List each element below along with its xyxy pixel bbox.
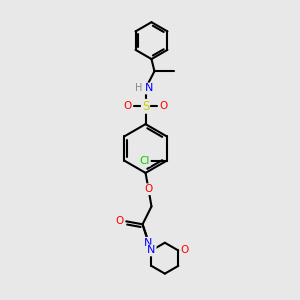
Text: S: S <box>142 100 149 113</box>
Text: O: O <box>159 101 167 111</box>
Text: O: O <box>181 245 189 256</box>
Text: N: N <box>147 245 156 256</box>
Text: N: N <box>144 238 153 248</box>
Text: O: O <box>144 184 153 194</box>
Text: O: O <box>116 216 124 226</box>
Text: N: N <box>145 83 153 94</box>
Text: H: H <box>135 83 143 94</box>
Text: O: O <box>124 101 132 111</box>
Text: Cl: Cl <box>140 156 150 166</box>
